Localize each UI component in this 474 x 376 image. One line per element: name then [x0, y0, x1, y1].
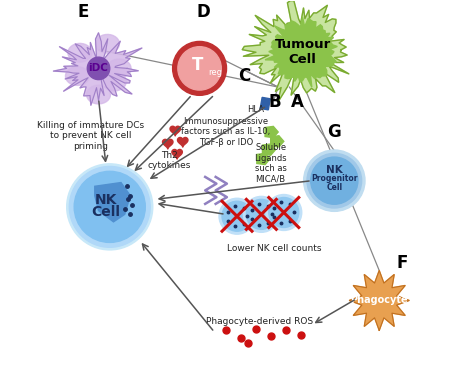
Circle shape	[219, 198, 255, 234]
Text: NK: NK	[326, 165, 343, 175]
Polygon shape	[257, 153, 270, 165]
Text: Phagocyte: Phagocyte	[350, 296, 408, 305]
Circle shape	[269, 197, 299, 227]
Polygon shape	[96, 35, 119, 53]
Circle shape	[307, 153, 362, 208]
Circle shape	[246, 199, 276, 229]
Polygon shape	[65, 67, 90, 85]
Text: Killing of immature DCs
to prevent NK cell
priming: Killing of immature DCs to prevent NK ce…	[37, 121, 145, 150]
Circle shape	[67, 164, 153, 250]
Circle shape	[222, 201, 252, 231]
Text: G: G	[328, 123, 341, 141]
Text: Th2
cytokines: Th2 cytokines	[148, 151, 191, 170]
Polygon shape	[177, 138, 188, 147]
Polygon shape	[263, 144, 275, 155]
Text: B: B	[268, 93, 281, 111]
Text: Immunosuppressive
factors such as IL-10,
TGF-β or IDO: Immunosuppressive factors such as IL-10,…	[181, 117, 270, 147]
Circle shape	[87, 57, 110, 80]
Circle shape	[311, 157, 358, 204]
Polygon shape	[163, 139, 173, 149]
Text: T: T	[192, 56, 203, 74]
Text: Phagocyte-derived ROS: Phagocyte-derived ROS	[206, 317, 313, 326]
Polygon shape	[172, 149, 182, 159]
Polygon shape	[95, 182, 130, 222]
Text: A: A	[291, 93, 303, 111]
Text: F: F	[396, 254, 407, 272]
Circle shape	[173, 41, 227, 96]
Circle shape	[304, 150, 365, 211]
Polygon shape	[53, 33, 142, 105]
Circle shape	[243, 196, 279, 232]
Polygon shape	[349, 270, 409, 331]
Polygon shape	[107, 59, 131, 78]
Text: Progenitor: Progenitor	[311, 174, 357, 183]
Polygon shape	[87, 85, 110, 104]
Polygon shape	[242, 1, 349, 102]
Circle shape	[69, 167, 150, 247]
Text: Cell: Cell	[91, 206, 120, 220]
Text: Lower NK cell counts: Lower NK cell counts	[227, 244, 322, 253]
Polygon shape	[271, 136, 284, 147]
Text: reg: reg	[208, 68, 222, 77]
Text: E: E	[78, 3, 89, 21]
Polygon shape	[170, 126, 181, 136]
Text: HLA: HLA	[247, 105, 264, 114]
Polygon shape	[68, 43, 92, 62]
Circle shape	[266, 194, 302, 230]
Polygon shape	[265, 17, 337, 87]
Polygon shape	[265, 126, 278, 138]
Circle shape	[178, 47, 221, 90]
Polygon shape	[102, 72, 126, 91]
Text: iDC: iDC	[89, 64, 109, 73]
Bar	[260, 97, 270, 110]
Text: NK: NK	[95, 193, 117, 207]
Text: D: D	[196, 3, 210, 21]
Text: Soluble
Ligands
such as
MICA/B: Soluble Ligands such as MICA/B	[255, 143, 287, 183]
Text: Tumour
Cell: Tumour Cell	[274, 38, 331, 65]
Circle shape	[74, 171, 146, 243]
Text: Cell: Cell	[326, 183, 342, 192]
Text: C: C	[238, 67, 251, 85]
